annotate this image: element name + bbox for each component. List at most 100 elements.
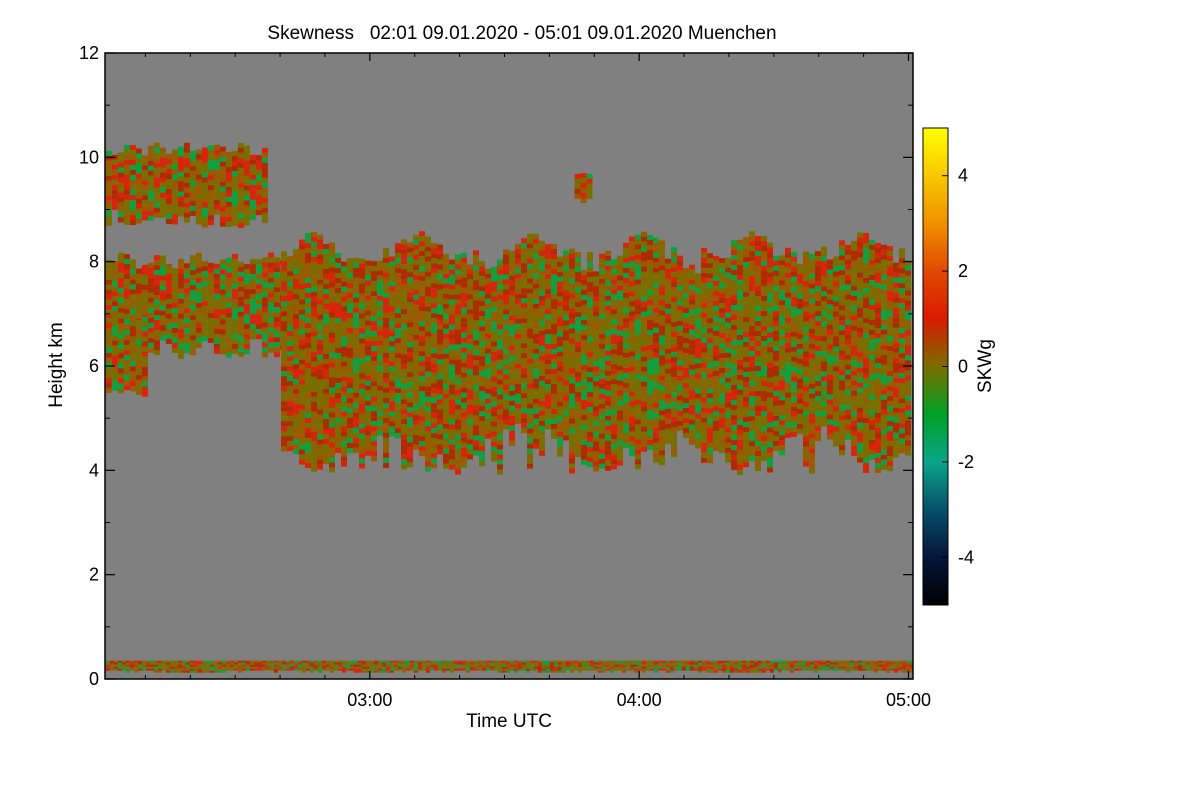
heatmap-cell xyxy=(147,175,154,181)
heatmap-cell xyxy=(515,268,521,274)
heatmap-cell xyxy=(437,369,443,375)
heatmap-cell xyxy=(491,306,497,312)
heatmap-cell xyxy=(231,196,238,201)
heatmap-cell xyxy=(617,335,623,341)
heatmap-cell xyxy=(243,210,250,216)
heatmap-cell xyxy=(821,271,827,277)
heatmap-cell xyxy=(117,282,124,288)
heatmap-cell xyxy=(281,301,287,307)
heatmap-cell xyxy=(311,411,317,417)
heatmap-cell xyxy=(129,185,136,190)
heatmap-cell xyxy=(479,406,485,412)
heatmap-cell xyxy=(749,261,755,267)
heatmap-cell xyxy=(773,395,779,401)
heatmap-cell xyxy=(335,448,341,453)
heatmap-cell xyxy=(647,390,653,395)
heatmap-cell xyxy=(305,338,311,343)
heatmap-cell xyxy=(497,289,503,295)
heatmap-cell xyxy=(455,354,461,360)
heatmap-cell xyxy=(575,262,581,268)
heatmap-cell xyxy=(509,410,515,416)
heatmap-cell xyxy=(341,371,347,377)
heatmap-cell xyxy=(497,424,503,430)
heatmap-cell xyxy=(665,408,671,414)
heatmap-cell xyxy=(779,375,785,381)
heatmap-cell xyxy=(377,270,383,276)
heatmap-cell xyxy=(755,446,761,451)
heatmap-cell xyxy=(359,383,365,389)
heatmap-cell xyxy=(503,314,509,320)
heatmap-cell xyxy=(359,393,365,399)
heatmap-cell xyxy=(359,398,365,404)
heatmap-cell xyxy=(509,255,515,261)
heatmap-cell xyxy=(737,329,743,335)
heatmap-cell xyxy=(123,254,130,260)
heatmap-cell xyxy=(249,204,256,210)
heatmap-cell xyxy=(635,434,641,440)
heatmap-cell xyxy=(803,371,809,377)
heatmap-cell xyxy=(419,246,425,252)
heatmap-cell xyxy=(225,332,232,338)
heatmap-cell xyxy=(129,289,136,295)
heatmap-cell xyxy=(159,265,166,271)
heatmap-cell xyxy=(677,265,683,271)
heatmap-cell xyxy=(431,298,437,304)
heatmap-cell xyxy=(165,209,172,214)
heatmap-cell xyxy=(123,189,130,195)
heatmap-cell xyxy=(605,290,611,296)
heatmap-cell xyxy=(479,301,485,307)
heatmap-cell xyxy=(569,408,575,414)
heatmap-cell xyxy=(287,266,293,272)
heatmap-cell xyxy=(671,277,677,283)
heatmap-cell xyxy=(177,283,184,289)
heatmap-cell xyxy=(153,325,160,331)
heatmap-cell xyxy=(329,372,335,378)
heatmap-cell xyxy=(365,265,371,271)
heatmap-cell xyxy=(641,361,647,367)
heatmap-cell xyxy=(707,398,713,404)
heatmap-cell xyxy=(647,360,653,365)
heatmap-cell xyxy=(243,344,250,350)
heatmap-cell xyxy=(305,308,311,313)
heatmap-cell xyxy=(557,316,563,322)
heatmap-cell xyxy=(707,283,713,289)
heatmap-cell xyxy=(599,298,605,304)
heatmap-cell xyxy=(317,319,323,325)
heatmap-cell xyxy=(719,363,725,369)
heatmap-cell xyxy=(413,424,419,430)
heatmap-cell xyxy=(707,313,713,319)
heatmap-cell xyxy=(335,433,341,438)
heatmap-cell xyxy=(761,306,767,311)
heatmap-cell xyxy=(749,446,755,452)
heatmap-cell xyxy=(497,359,503,365)
heatmap-cell xyxy=(461,462,467,468)
heatmap-cell xyxy=(827,434,833,440)
heatmap-cell xyxy=(683,308,689,313)
heatmap-cell xyxy=(467,374,473,380)
heatmap-cell xyxy=(647,425,653,430)
heatmap-cell xyxy=(323,439,329,444)
heatmap-cell xyxy=(761,416,767,421)
heatmap-cell xyxy=(401,249,407,255)
heatmap-cell xyxy=(311,346,317,352)
heatmap-cell xyxy=(401,269,407,275)
heatmap-cell xyxy=(797,428,803,434)
heatmap-cell xyxy=(395,418,401,424)
heatmap-cell xyxy=(797,373,803,379)
heatmap-cell xyxy=(581,309,587,315)
heatmap-cell xyxy=(183,323,190,329)
heatmap-cell xyxy=(659,400,665,406)
heatmap-cell xyxy=(341,396,347,402)
heatmap-cell xyxy=(695,288,701,294)
heatmap-cell xyxy=(749,426,755,432)
heatmap-cell xyxy=(719,448,725,454)
heatmap-cell xyxy=(839,260,845,266)
heatmap-cell xyxy=(605,275,611,281)
heatmap-cell xyxy=(533,313,539,319)
heatmap-cell xyxy=(509,300,515,306)
heatmap-cell xyxy=(737,249,743,255)
heatmap-cell xyxy=(461,307,467,313)
heatmap-cell xyxy=(335,298,341,303)
heatmap-cell xyxy=(389,376,395,382)
heatmap-cell xyxy=(479,346,485,352)
